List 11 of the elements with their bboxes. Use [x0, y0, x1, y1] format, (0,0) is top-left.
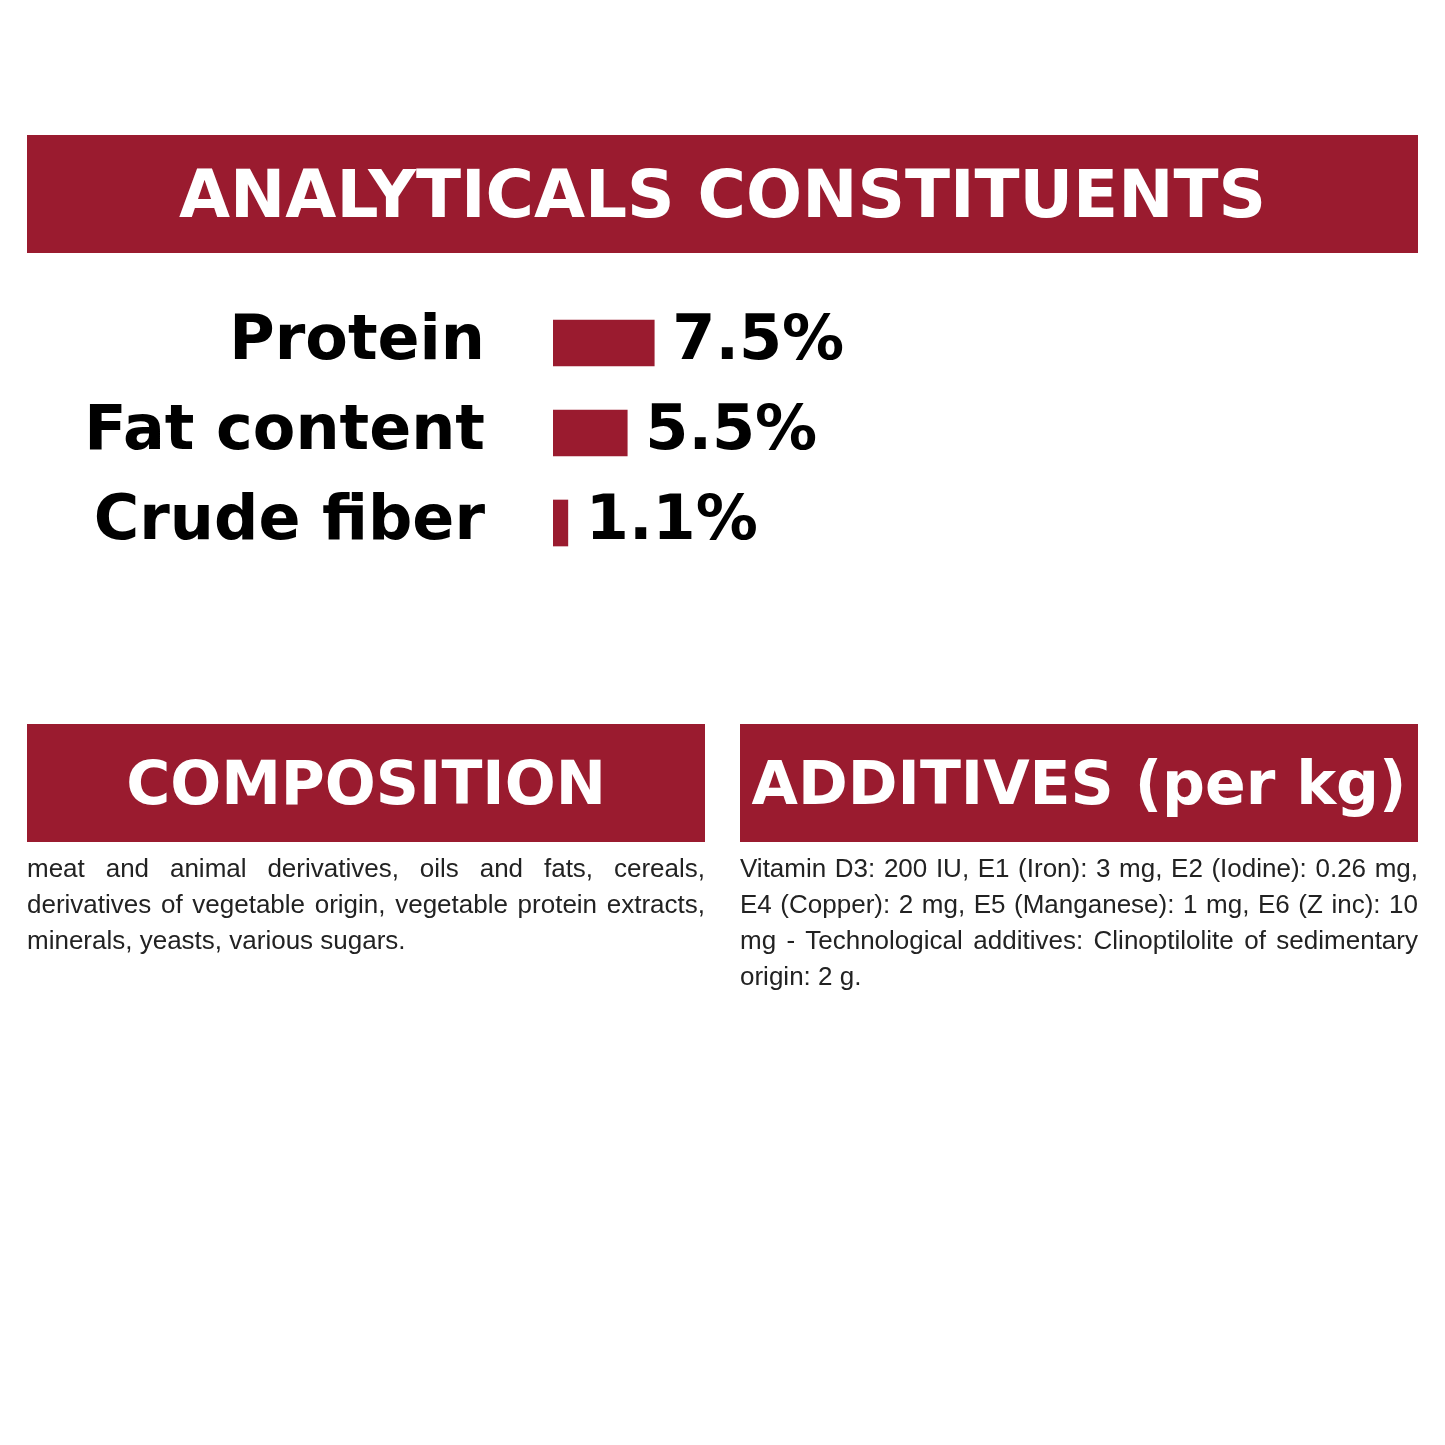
text: ADDITIVES (per kg) — [751, 748, 1407, 818]
y-tick-label: Protein — [229, 301, 485, 375]
data-label: 7.5% — [672, 301, 845, 375]
chart-title: ANALYTICALS CONSTITUENTS — [178, 155, 1266, 233]
text: Vitamin D3: 200 IU, E1 (Iron): 3 mg, E2 (Iodine): 0.26 mg, E4 (Copper): 2 mg, E5 (Manganese): 1 mg, E6 (Z inc): 10 mg - Technological additives: Clinoptilolite of sedimentary origin: 2 g. — [740, 852, 1418, 993]
data-label: 1.1% — [585, 481, 758, 555]
y-tick-label: Fat content — [84, 391, 485, 465]
y-tick-label: Crude fiber — [93, 481, 486, 555]
data-label: 5.5% — [645, 391, 818, 465]
text: meat and animal derivatives, oils and fats, cereals, derivatives of vegetable origin, vegetable protein extracts, minerals, yeasts, various sugars. — [27, 852, 705, 957]
text: COMPOSITION — [126, 748, 606, 818]
